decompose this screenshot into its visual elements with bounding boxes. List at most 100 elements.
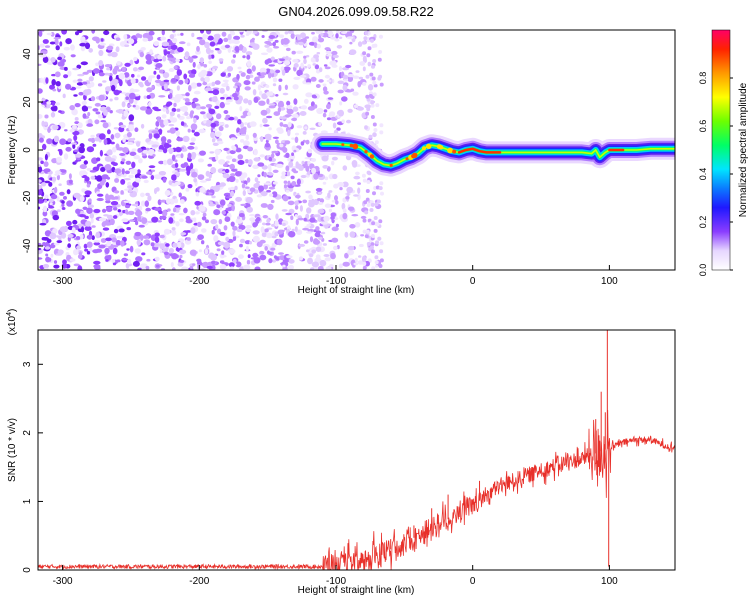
noise-speckle xyxy=(337,182,345,187)
noise-speckle xyxy=(50,106,57,111)
noise-speckle xyxy=(80,61,89,66)
noise-speckle xyxy=(366,53,371,58)
noise-speckle xyxy=(232,225,238,231)
noise-speckle xyxy=(118,72,126,80)
noise-speckle xyxy=(284,60,291,66)
noise-speckle xyxy=(266,115,273,119)
noise-speckle xyxy=(120,160,125,165)
noise-speckle xyxy=(266,47,273,53)
noise-speckle xyxy=(101,174,109,180)
noise-speckle xyxy=(344,252,349,259)
noise-speckle xyxy=(86,241,93,248)
noise-speckle xyxy=(279,143,284,148)
noise-speckle xyxy=(246,54,251,60)
noise-speckle xyxy=(86,183,91,188)
noise-speckle xyxy=(226,177,231,182)
noise-speckle xyxy=(46,101,52,105)
noise-speckle xyxy=(137,215,142,222)
noise-speckle xyxy=(311,261,320,268)
noise-speckle xyxy=(218,159,226,165)
noise-speckle xyxy=(127,185,134,189)
noise-speckle xyxy=(95,111,101,115)
noise-speckle xyxy=(193,178,198,183)
x-tick-label: -300 xyxy=(53,576,73,587)
noise-speckle xyxy=(151,216,159,223)
noise-speckle xyxy=(148,132,153,140)
noise-speckle xyxy=(264,246,269,251)
noise-speckle xyxy=(285,55,289,62)
noise-speckle xyxy=(78,146,85,154)
noise-speckle xyxy=(68,179,73,184)
noise-speckle xyxy=(339,101,343,106)
noise-speckle xyxy=(240,139,245,143)
noise-speckle xyxy=(145,207,151,212)
noise-speckle xyxy=(53,242,60,246)
noise-speckle xyxy=(131,203,139,207)
noise-speckle xyxy=(283,180,288,184)
noise-speckle xyxy=(370,100,375,105)
noise-speckle xyxy=(110,134,115,140)
noise-speckle xyxy=(158,171,167,176)
noise-speckle xyxy=(221,210,226,215)
noise-speckle xyxy=(41,120,45,127)
noise-speckle xyxy=(105,237,112,242)
noise-speckle xyxy=(185,219,193,224)
noise-speckle xyxy=(173,102,177,107)
noise-speckle xyxy=(44,194,49,200)
noise-speckle xyxy=(157,54,162,60)
noise-speckle xyxy=(372,92,377,97)
noise-speckle xyxy=(166,198,171,205)
noise-speckle xyxy=(96,175,103,182)
noise-speckle xyxy=(228,248,236,254)
noise-speckle xyxy=(67,233,74,238)
noise-speckle xyxy=(186,42,191,47)
noise-speckle xyxy=(336,127,341,131)
noise-speckle xyxy=(155,187,160,192)
noise-speckle xyxy=(245,51,253,56)
noise-speckle xyxy=(199,205,206,212)
noise-speckle xyxy=(190,110,195,115)
noise-speckle xyxy=(266,137,272,141)
noise-speckle xyxy=(115,143,120,151)
noise-speckle xyxy=(272,41,277,47)
noise-speckle xyxy=(74,103,81,108)
noise-speckle xyxy=(111,237,117,243)
noise-speckle xyxy=(200,180,207,183)
noise-speckle xyxy=(169,198,175,205)
noise-speckle xyxy=(299,111,307,116)
noise-speckle xyxy=(206,30,212,35)
noise-speckle xyxy=(142,149,150,154)
noise-speckle xyxy=(112,244,119,248)
noise-speckle xyxy=(139,34,143,39)
noise-speckle xyxy=(304,126,308,130)
noise-speckle xyxy=(84,190,92,196)
colorbar-tick-label: 0.8 xyxy=(698,72,708,85)
noise-speckle xyxy=(379,130,384,135)
noise-speckle xyxy=(55,81,61,87)
noise-speckle xyxy=(82,113,87,119)
noise-speckle xyxy=(214,131,222,138)
noise-speckle xyxy=(149,140,154,143)
noise-speckle xyxy=(360,215,367,219)
noise-speckle xyxy=(227,46,232,53)
noise-speckle xyxy=(352,163,357,168)
noise-speckle xyxy=(316,43,321,49)
noise-speckle xyxy=(362,81,367,86)
noise-speckle xyxy=(290,175,295,180)
noise-speckle xyxy=(211,81,215,87)
noise-speckle xyxy=(208,254,213,259)
noise-speckle xyxy=(174,254,179,259)
noise-speckle xyxy=(212,87,220,91)
noise-speckle xyxy=(357,187,361,194)
noise-speckle xyxy=(100,38,104,42)
noise-speckle xyxy=(38,179,42,183)
snr-x-label: Height of straight line (km) xyxy=(298,585,415,596)
noise-speckle xyxy=(77,265,83,270)
noise-speckle xyxy=(75,236,81,240)
noise-speckle xyxy=(235,99,242,105)
noise-speckle xyxy=(114,132,121,138)
noise-speckle xyxy=(259,250,265,255)
noise-speckle xyxy=(180,163,187,169)
noise-speckle xyxy=(229,30,235,35)
noise-speckle xyxy=(210,131,216,139)
